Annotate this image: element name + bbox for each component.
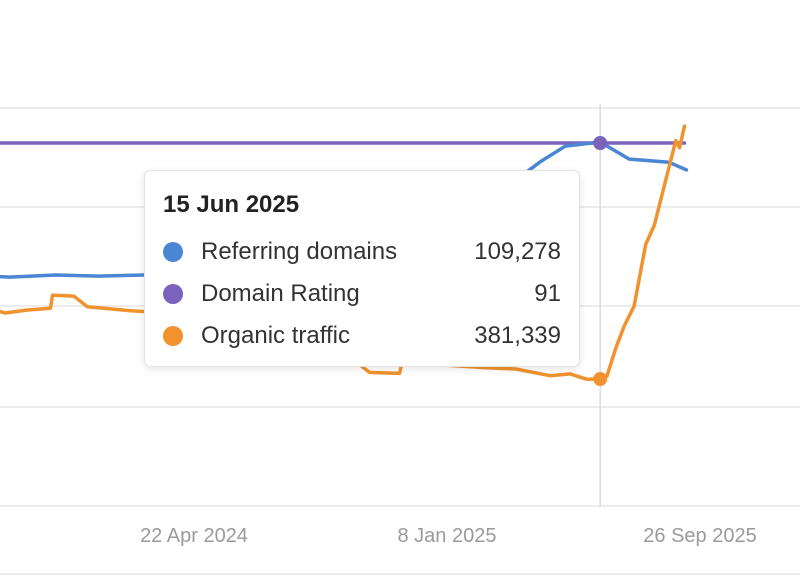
domain-rating-dot-icon: [163, 284, 183, 304]
referring-domains-dot-icon: [163, 242, 183, 262]
hover-markers: [593, 136, 608, 386]
hover-marker-domain-rating: [593, 136, 608, 150]
x-tick-label: 26 Sep 2025: [643, 525, 756, 547]
tooltip-row-organic-traffic: Organic traffic 381,339: [163, 315, 561, 357]
tooltip-value: 109,278: [474, 238, 561, 265]
x-axis-ticks: 22 Apr 2024 8 Jan 2025 26 Sep 2025: [140, 525, 757, 547]
tooltip-value: 91: [534, 280, 561, 307]
x-tick-label: 22 Apr 2024: [140, 525, 248, 547]
organic-traffic-dot-icon: [163, 326, 183, 346]
x-tick-label: 8 Jan 2025: [398, 525, 497, 547]
hover-tooltip: 15 Jun 2025 Referring domains 109,278 Do…: [144, 170, 580, 367]
tooltip-label: Referring domains: [201, 238, 398, 265]
tooltip-date: 15 Jun 2025: [163, 191, 300, 218]
tooltip-value: 381,339: [474, 322, 561, 349]
tooltip-row-referring-domains: Referring domains 109,278: [163, 231, 561, 273]
tooltip-row-domain-rating: Domain Rating 91: [163, 273, 561, 315]
tooltip-label: Domain Rating: [201, 280, 360, 307]
hover-marker-organic-traffic: [593, 372, 608, 386]
tooltip-label: Organic traffic: [201, 322, 350, 349]
